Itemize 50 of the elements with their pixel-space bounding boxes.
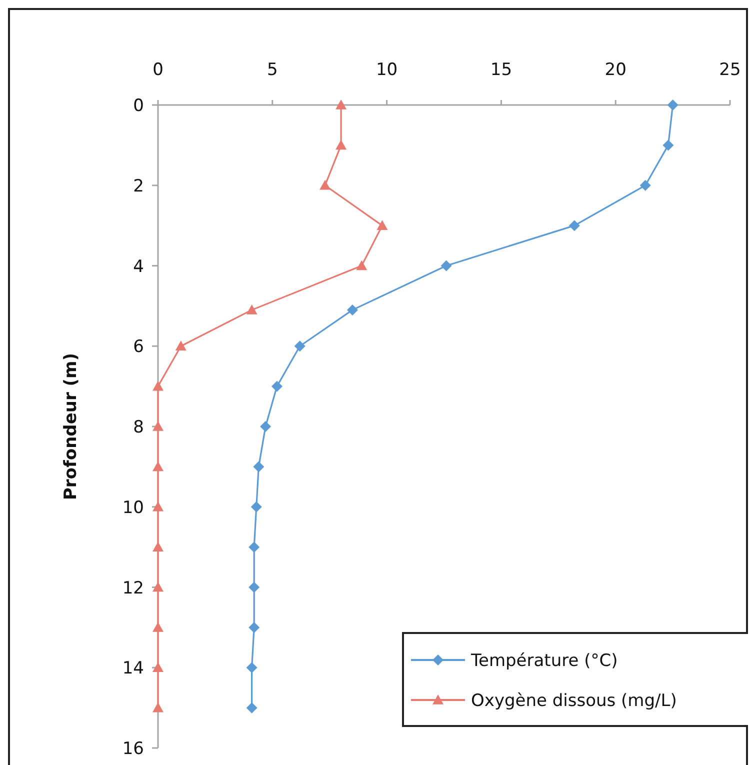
point bbox=[253, 461, 264, 472]
x-tick-label: 0 bbox=[152, 60, 164, 80]
point bbox=[246, 304, 258, 314]
x-tick-label: 25 bbox=[719, 60, 741, 80]
point bbox=[248, 542, 260, 553]
legend-label: Température (°C) bbox=[470, 651, 618, 671]
point bbox=[175, 340, 186, 351]
point bbox=[152, 582, 164, 592]
point bbox=[248, 622, 260, 633]
point bbox=[152, 461, 164, 472]
point bbox=[152, 702, 164, 712]
point bbox=[346, 304, 358, 316]
point bbox=[246, 662, 258, 674]
point bbox=[152, 542, 164, 552]
x-tick-label: 10 bbox=[376, 60, 398, 80]
y-tick-label: 12 bbox=[122, 578, 144, 598]
x-tick-label: 5 bbox=[266, 60, 278, 80]
y-tick-label: 16 bbox=[122, 739, 144, 759]
point bbox=[152, 622, 164, 632]
y-tick-label: 0 bbox=[133, 96, 144, 116]
point bbox=[294, 340, 306, 352]
point bbox=[440, 260, 452, 272]
point bbox=[271, 380, 282, 392]
point bbox=[152, 501, 164, 512]
y-tick-label: 14 bbox=[122, 658, 144, 679]
y-tick-label: 2 bbox=[133, 176, 144, 196]
point bbox=[152, 662, 164, 672]
y-tick-label: 8 bbox=[133, 418, 144, 438]
point bbox=[568, 220, 580, 232]
y-axis-title: Profondeur (m) bbox=[61, 352, 81, 500]
point bbox=[246, 702, 258, 714]
point bbox=[320, 180, 331, 190]
point bbox=[248, 582, 260, 593]
point bbox=[356, 260, 368, 270]
point bbox=[662, 140, 674, 151]
point bbox=[260, 421, 272, 432]
x-tick-label: 20 bbox=[604, 60, 626, 80]
legend-label: Oxygène dissous (mg/L) bbox=[471, 691, 677, 711]
y-tick-label: 6 bbox=[133, 337, 144, 358]
point bbox=[640, 180, 651, 191]
point bbox=[152, 380, 164, 391]
point bbox=[250, 501, 262, 512]
point bbox=[667, 100, 678, 110]
point bbox=[152, 421, 164, 431]
x-tick-label: 15 bbox=[490, 60, 512, 80]
y-tick-label: 4 bbox=[133, 256, 144, 277]
y-tick-label: 10 bbox=[122, 498, 144, 518]
point bbox=[336, 140, 347, 150]
point bbox=[336, 100, 347, 110]
point bbox=[376, 220, 388, 230]
